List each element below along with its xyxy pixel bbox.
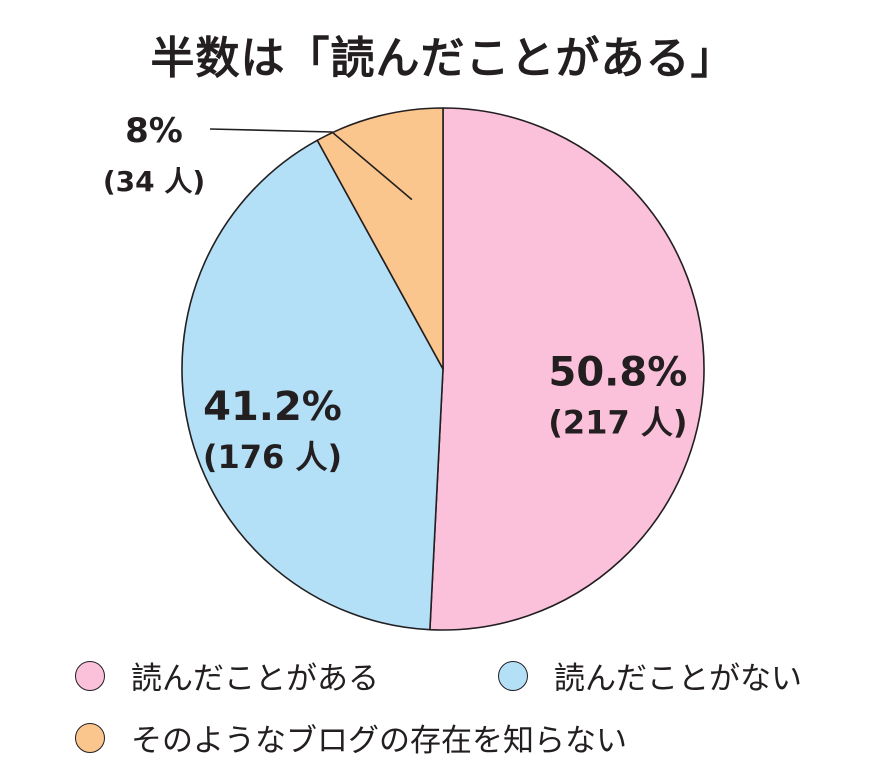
data-label-count-unaware: (34 人) [103, 165, 205, 198]
data-label-count-read: (217 人) [548, 403, 687, 441]
legend-item-read: 読んだことがある [75, 653, 379, 698]
data-label-percent-unaware: 8% [125, 111, 183, 151]
chart-title: 半数は「読んだことがある」 [150, 33, 736, 84]
pie-slice-unaware [316, 107, 444, 370]
data-label-percent-read: 50.8% [549, 349, 688, 395]
leader-line-unaware [209, 128, 413, 201]
pie-slice-not-read [181, 139, 444, 631]
legend-item-unaware: そのようなブログの存在を知らない [75, 715, 627, 760]
legend-label-not-read: 読んだことがない [554, 661, 802, 697]
legend-swatch-unaware [75, 722, 105, 753]
pie-slice-read [429, 107, 705, 631]
data-label-percent-not-read: 41.2% [203, 384, 342, 430]
legend-item-not-read: 読んだことがない [498, 653, 802, 698]
legend-swatch-read [75, 660, 105, 691]
legend-swatch-not-read [498, 660, 528, 691]
legend-label-unaware: そのようなブログの存在を知らない [131, 723, 627, 759]
legend-label-read: 読んだことがある [131, 661, 379, 697]
data-label-count-not-read: (176 人) [203, 438, 342, 476]
